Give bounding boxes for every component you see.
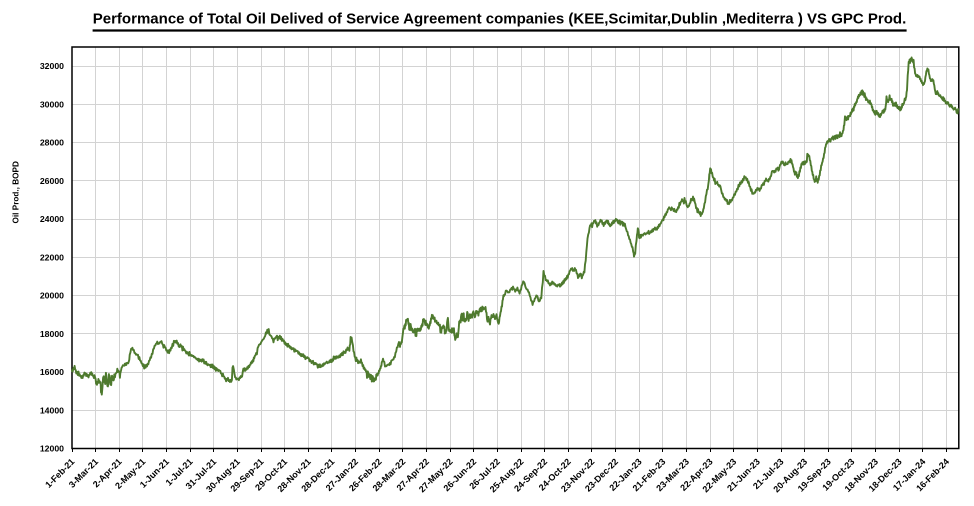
svg-text:24000: 24000 <box>40 214 64 224</box>
svg-text:20000: 20000 <box>40 291 64 301</box>
svg-text:26000: 26000 <box>40 176 64 186</box>
svg-text:16000: 16000 <box>40 367 64 377</box>
svg-text:32000: 32000 <box>40 61 64 71</box>
svg-text:28000: 28000 <box>40 138 64 148</box>
svg-text:18000: 18000 <box>40 329 64 339</box>
svg-text:22000: 22000 <box>40 252 64 262</box>
svg-text:Oil Prod., BOPD: Oil Prod., BOPD <box>12 161 21 223</box>
svg-text:14000: 14000 <box>40 405 64 415</box>
svg-text:30000: 30000 <box>40 99 64 109</box>
svg-text:Performance of Total Oil Deliv: Performance of Total Oil Delived of Serv… <box>93 11 907 28</box>
svg-text:12000: 12000 <box>40 444 64 454</box>
